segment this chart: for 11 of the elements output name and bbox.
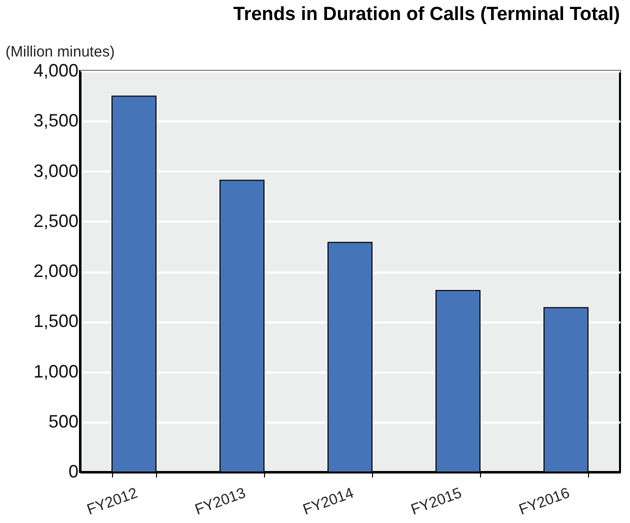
y-tick-label: 3,000 bbox=[33, 160, 78, 181]
y-axis-title: (Million minutes) bbox=[6, 44, 115, 60]
y-tick-label: 1,500 bbox=[33, 311, 78, 332]
y-tick-label: 500 bbox=[48, 411, 78, 432]
y-tick-label: 3,500 bbox=[33, 110, 78, 131]
y-tick-label: 1,000 bbox=[33, 361, 78, 382]
y-tick-label: 2,000 bbox=[33, 261, 78, 281]
y-tick-label: 4,000 bbox=[33, 60, 78, 80]
chart-title: Trends in Duration of Calls (Terminal Total) bbox=[233, 4, 620, 25]
y-tick-label: 0 bbox=[68, 462, 78, 482]
y-tick-label: 2,500 bbox=[33, 210, 78, 231]
